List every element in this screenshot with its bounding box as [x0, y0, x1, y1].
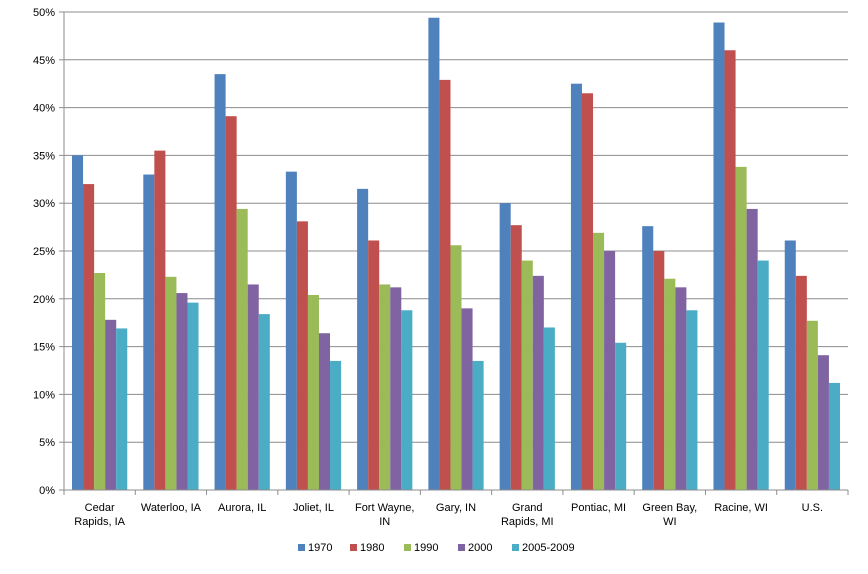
bar-1990-7: [593, 232, 605, 490]
bar-1970-5: [428, 17, 440, 491]
bar-1990-0: [94, 272, 106, 490]
bar-1970-1: [143, 174, 155, 490]
bar-1990-6: [521, 260, 533, 490]
category-label: Grand Rapids, MI: [501, 502, 554, 528]
category-label: Waterloo, IA: [141, 502, 202, 514]
bar-2005-2009-9: [757, 260, 769, 490]
bar-1980-10: [795, 275, 807, 490]
bar-1990-8: [664, 278, 676, 490]
bar-2000-9: [746, 208, 758, 490]
y-tick-label: 25%: [33, 246, 55, 258]
bar-1970-3: [285, 171, 297, 491]
bar-2000-8: [675, 287, 687, 490]
bar-1970-6: [499, 203, 511, 490]
y-tick-label: 30%: [33, 198, 55, 210]
category-label: Aurora, IL: [218, 502, 266, 514]
bar-1980-5: [439, 79, 451, 490]
y-tick-label: 0%: [39, 485, 55, 497]
bar-2000-6: [532, 275, 544, 490]
legend-label-1990: 1990: [414, 542, 438, 554]
bar-1990-3: [307, 294, 319, 490]
bar-2005-2009-1: [187, 302, 199, 490]
bar-2005-2009-10: [828, 382, 840, 490]
bar-1990-10: [806, 320, 818, 490]
legend-swatch-2000: [458, 544, 465, 551]
legend-swatch-1990: [404, 544, 411, 551]
legend-swatch-1970: [298, 544, 305, 551]
legend-label-2005-2009: 2005-2009: [522, 542, 575, 554]
bar-1970-10: [784, 240, 796, 490]
category-label: Cedar Rapids, IA: [74, 502, 125, 528]
bar-2000-10: [817, 355, 829, 490]
bars: [72, 17, 840, 491]
bar-1970-2: [214, 74, 226, 490]
bar-1980-4: [368, 240, 380, 490]
category-label: Joliet, IL: [293, 502, 334, 514]
bar-2005-2009-3: [330, 360, 342, 490]
category-label: U.S.: [802, 502, 823, 514]
bar-1970-8: [642, 226, 654, 491]
y-tick-label: 10%: [33, 389, 55, 401]
bar-1970-7: [570, 83, 582, 490]
y-tick-label: 45%: [33, 55, 55, 67]
bar-1970-0: [72, 155, 84, 490]
category-labels: Cedar Rapids, IA Waterloo, IA Aurora, IL Jol…: [74, 502, 823, 528]
category-label: Pontiac, MI: [571, 502, 626, 514]
bar-2000-3: [318, 333, 331, 490]
y-tick-label: 40%: [33, 103, 55, 115]
bar-2005-2009-5: [472, 360, 484, 490]
y-tick-labels: 0% 5% 10% 15% 20% 25% 30% 35% 40% 45% 50%: [33, 7, 55, 497]
y-tick-label: 5%: [39, 437, 55, 449]
bar-2005-2009-8: [686, 310, 698, 490]
legend: 1970 1980 1990 2000 2005-2009: [298, 542, 575, 554]
bar-2000-4: [390, 287, 402, 490]
bar-1970-9: [713, 22, 725, 491]
bar-1980-2: [225, 116, 237, 490]
bar-1990-9: [735, 166, 747, 490]
y-tick-label: 15%: [33, 342, 55, 354]
bar-1980-0: [83, 184, 95, 490]
bar-2005-2009-6: [543, 327, 555, 490]
bar-1980-6: [510, 225, 522, 491]
y-tick-label: 35%: [33, 150, 55, 162]
bar-2005-2009-0: [116, 328, 128, 490]
bar-2000-1: [176, 293, 188, 490]
legend-swatch-2005-2009: [512, 544, 519, 551]
bar-2000-7: [604, 251, 616, 490]
category-label: Fort Wayne, IN: [355, 502, 415, 528]
bar-2000-2: [247, 284, 259, 490]
bar-1990-2: [236, 208, 248, 490]
bar-2005-2009-7: [615, 342, 627, 490]
axes: [59, 11, 849, 495]
bar-2000-5: [461, 308, 473, 490]
y-tick-label: 50%: [33, 7, 55, 19]
bar-2005-2009-2: [258, 314, 270, 490]
legend-label-1980: 1980: [360, 542, 384, 554]
bar-1980-1: [154, 150, 166, 490]
bar-1990-1: [165, 276, 177, 490]
legend-swatch-1980: [350, 544, 357, 551]
bar-1980-3: [296, 221, 308, 490]
category-label: Green Bay, WI: [642, 502, 697, 528]
bar-1980-9: [724, 50, 736, 491]
y-tick-label: 20%: [33, 294, 55, 306]
bar-1990-4: [379, 284, 391, 490]
bar-2005-2009-4: [401, 310, 413, 490]
bar-1980-7: [581, 93, 594, 490]
category-label: Racine, WI: [714, 502, 768, 514]
bar-1970-4: [357, 188, 369, 491]
category-label: Gary, IN: [436, 502, 476, 514]
legend-label-1970: 1970: [308, 542, 332, 554]
bar-1990-5: [450, 245, 462, 490]
bar-1980-8: [653, 251, 665, 490]
bar-2000-0: [105, 319, 117, 490]
legend-label-2000: 2000: [468, 542, 492, 554]
